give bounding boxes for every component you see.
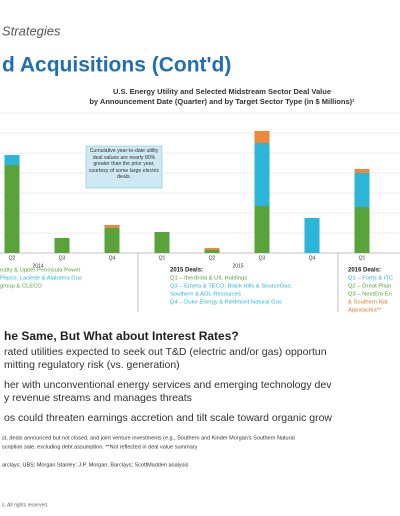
bullet-text: mitting regulatory risk (vs. generation) (4, 359, 180, 371)
bar-segment (54, 238, 70, 253)
bar-segment (254, 206, 270, 253)
x-tick-label: Q3 (259, 255, 266, 261)
bar-segment (104, 225, 120, 228)
x-tick-label: Q2 (9, 255, 16, 261)
bar-segment (354, 207, 370, 253)
deal-text: Southern & AGL Resources (170, 292, 241, 298)
section-heading: he Same, But What about Interest Rates? (4, 329, 239, 343)
callout-text: Cumulative year-to-date utility deal val… (88, 148, 160, 180)
deal-heading: 2015 Deals: (170, 268, 203, 274)
deal-text: Appalachia** (348, 308, 382, 314)
x-tick-label: Q4 (109, 255, 116, 261)
bar-segment (254, 143, 270, 206)
bar-segment (104, 228, 120, 253)
chart-subtitle: by Announcement Date (Quarter) and by Ta… (89, 97, 355, 106)
deal-text: Pepco; Laclede & Alabama Gas (0, 276, 82, 282)
deal-text: Q1 – Fortis & ITC (348, 276, 393, 282)
deal-heading: 2016 Deals: (348, 268, 381, 274)
deal-text: Q3 – Emera & TECO; Black Hills & SourceG… (170, 284, 292, 290)
bullet-text: her with unconventional energy services … (4, 379, 332, 391)
deal-text: Q2 – Great Plain (348, 284, 391, 290)
chart-title: U.S. Energy Utility and Selected Midstre… (113, 87, 331, 96)
bar-segment (154, 232, 170, 253)
deal-text: Q3 – NextEra En (348, 292, 392, 298)
bar-segment (354, 173, 370, 207)
bar-segment (304, 218, 320, 253)
bullet-text: rated utilities expected to seek out T&D… (4, 346, 327, 358)
callout-box: Cumulative year-to-date utility deal val… (88, 148, 160, 180)
bullet-text: os could threaten earnings accretion and… (4, 412, 332, 424)
bar-segment (4, 155, 20, 165)
bar-segment (354, 169, 370, 173)
slide-title: d Acquisitions (Cont'd) (2, 54, 231, 77)
footnote: st, deals announced but not closed, and … (2, 435, 295, 441)
footnote: arclays; UBS; Morgan Stanley; J.P. Morga… (2, 462, 189, 468)
year-label: 2015 (232, 263, 243, 269)
copyright: s. All rights reserved. (2, 502, 48, 508)
x-tick-label: Q3 (59, 255, 66, 261)
deal-text: group & CLECO (0, 284, 42, 290)
x-tick-label: Q1 (159, 255, 166, 261)
bar-segment (4, 165, 20, 253)
bar-segment (254, 131, 270, 143)
x-tick-label: Q2 (209, 255, 216, 261)
footnote: scription sale, excluding debt assumptio… (2, 444, 198, 450)
deal-text: & Southern Nat (348, 300, 388, 306)
section-label: Strategies (2, 23, 61, 38)
year-label: 2014 (32, 263, 43, 269)
deal-text: Q1 – Iberdrola & UIL Holdings (170, 276, 247, 282)
x-tick-label: Q1 (359, 255, 366, 261)
deal-text: eatty & Upper Peninsula Power (0, 268, 81, 274)
bar-segment (204, 248, 220, 250)
bar-segment (204, 250, 220, 253)
bullet-text: y revenue streams and manages threats (4, 392, 192, 404)
x-tick-label: Q4 (309, 255, 316, 261)
deal-text: Q4 – Duke Energy & Piedmont Natural Gas (170, 300, 282, 306)
